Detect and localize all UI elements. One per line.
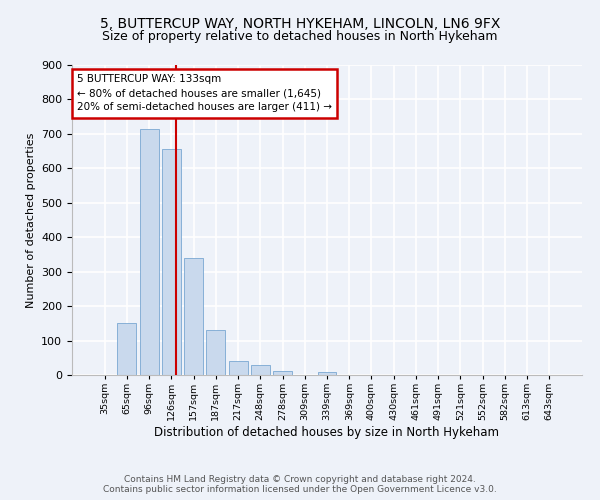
Bar	[162, 150, 181, 375]
Bar	[140, 128, 158, 375]
Bar	[118, 324, 136, 375]
Bar	[206, 330, 225, 375]
Text: Size of property relative to detached houses in North Hykeham: Size of property relative to detached ho…	[102, 30, 498, 43]
Bar	[229, 360, 248, 375]
Text: 5 BUTTERCUP WAY: 133sqm
← 80% of detached houses are smaller (1,645)
20% of semi: 5 BUTTERCUP WAY: 133sqm ← 80% of detache…	[77, 74, 332, 112]
Bar	[184, 258, 203, 375]
Bar	[251, 364, 270, 375]
Text: Contains HM Land Registry data © Crown copyright and database right 2024.
Contai: Contains HM Land Registry data © Crown c…	[103, 474, 497, 494]
Y-axis label: Number of detached properties: Number of detached properties	[26, 132, 35, 308]
X-axis label: Distribution of detached houses by size in North Hykeham: Distribution of detached houses by size …	[155, 426, 499, 439]
Bar	[317, 372, 337, 375]
Bar	[273, 371, 292, 375]
Text: 5, BUTTERCUP WAY, NORTH HYKEHAM, LINCOLN, LN6 9FX: 5, BUTTERCUP WAY, NORTH HYKEHAM, LINCOLN…	[100, 18, 500, 32]
